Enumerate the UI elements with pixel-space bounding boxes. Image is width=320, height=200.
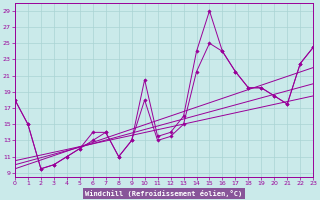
X-axis label: Windchill (Refroidissement éolien,°C): Windchill (Refroidissement éolien,°C) <box>85 190 243 197</box>
